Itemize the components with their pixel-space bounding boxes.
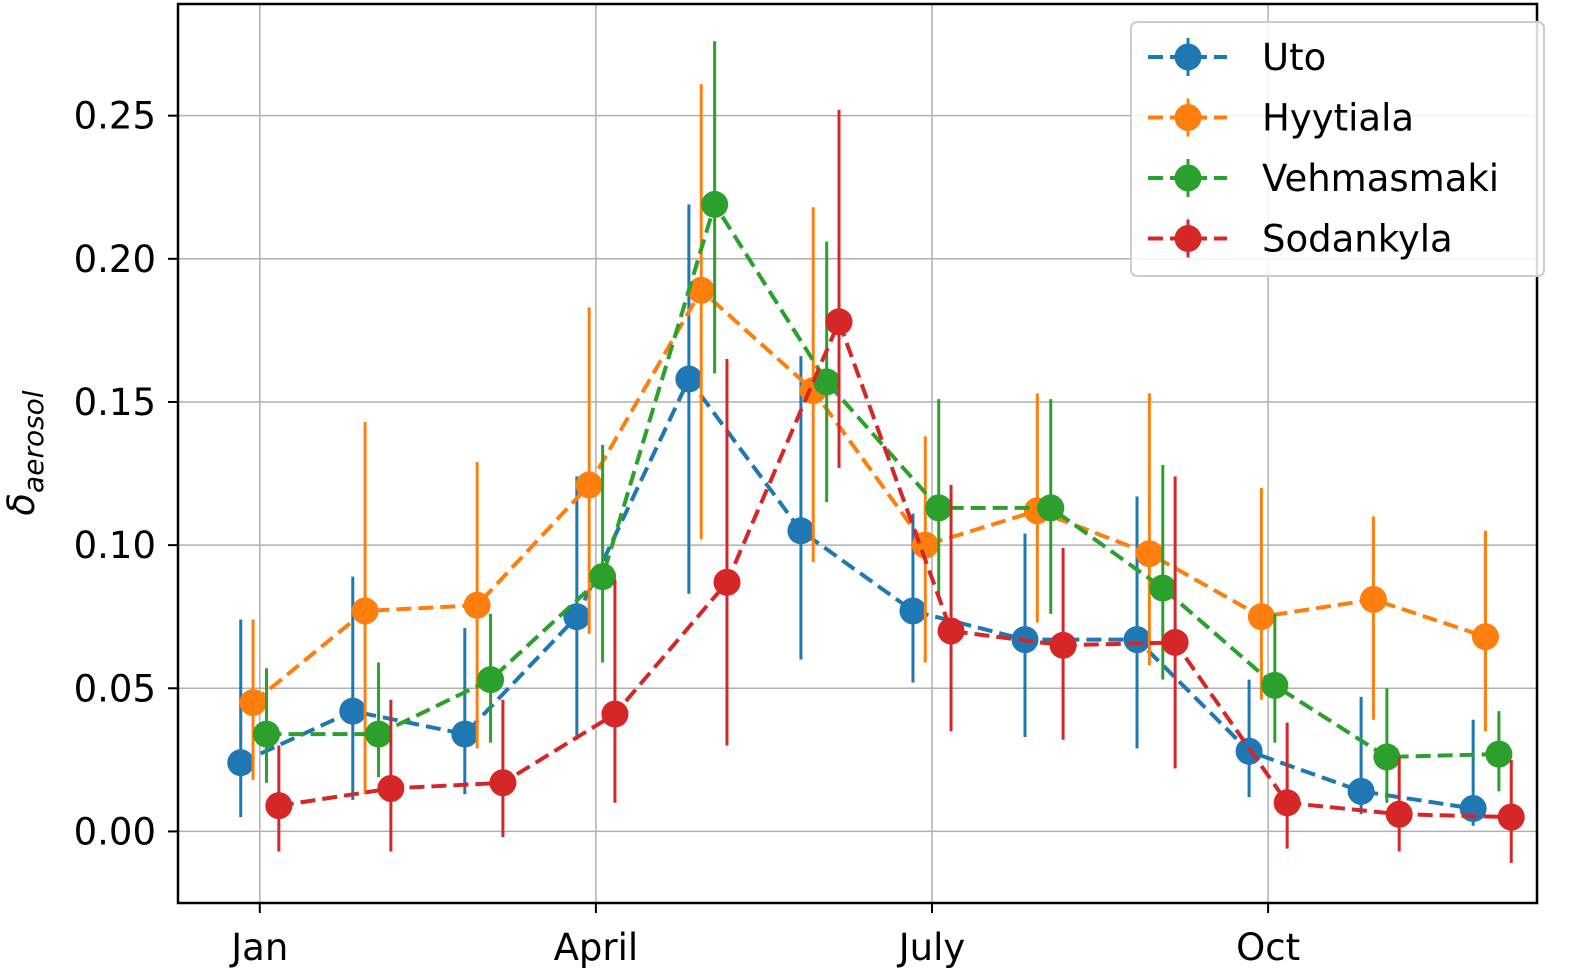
y-axis-label: δaerosol	[0, 390, 50, 515]
data-point-vehmasmaki	[477, 666, 505, 694]
data-point-vehmasmaki	[701, 190, 729, 218]
y-axis-label-subscript: aerosol	[17, 390, 50, 493]
data-point-uto	[787, 517, 815, 545]
data-point-hyytiala	[351, 597, 379, 625]
legend-label-uto: Uto	[1262, 36, 1326, 79]
data-point-vehmasmaki	[1037, 494, 1065, 522]
data-point-hyytiala	[463, 591, 491, 619]
data-point-hyytiala	[1135, 540, 1163, 568]
series-line-vehmasmaki	[266, 199, 1499, 760]
series-layer	[227, 41, 1525, 863]
legend-marker-sodankyla	[1174, 225, 1202, 252]
data-point-vehmasmaki	[365, 720, 393, 748]
x-tick-label: July	[897, 926, 966, 969]
legend-box	[1130, 21, 1545, 277]
data-point-vehmasmaki	[925, 494, 953, 522]
x-tick-label: Oct	[1236, 926, 1300, 969]
data-point-vehmasmaki	[1373, 743, 1401, 771]
data-point-hyytiala	[1471, 623, 1499, 651]
data-point-vehmasmaki	[1261, 671, 1289, 699]
data-point-hyytiala	[687, 276, 715, 304]
legend-marker-uto	[1174, 43, 1202, 71]
y-tick-label: 0.00	[74, 810, 156, 853]
data-point-hyytiala	[1247, 603, 1275, 631]
legend-item-vehmasmaki: Vehmasmaki	[1148, 157, 1499, 200]
data-point-vehmasmaki	[1485, 740, 1513, 768]
data-point-sodankyla	[1273, 789, 1301, 817]
y-tick-label: 0.25	[74, 95, 156, 138]
series-line-uto	[239, 375, 1474, 811]
data-point-vehmasmaki	[813, 368, 841, 396]
data-point-sodankyla	[1497, 803, 1525, 831]
data-point-hyytiala	[575, 471, 603, 499]
legend-label-sodankyla: Sodankyla	[1262, 218, 1453, 261]
y-tick-label: 0.05	[74, 667, 156, 710]
data-point-sodankyla	[377, 774, 405, 802]
legend-label-vehmasmaki: Vehmasmaki	[1262, 157, 1499, 200]
data-point-vehmasmaki	[1149, 574, 1177, 602]
data-point-vehmasmaki	[253, 720, 281, 748]
y-tick-label: 0.10	[74, 524, 156, 567]
data-point-sodankyla	[601, 700, 629, 728]
legend-marker-vehmasmaki	[1174, 164, 1202, 192]
series-sodankyla	[265, 109, 1525, 863]
data-point-sodankyla	[265, 792, 293, 820]
data-point-uto	[339, 697, 367, 725]
data-point-uto	[451, 720, 479, 748]
series-uto	[227, 204, 1487, 826]
data-point-uto	[675, 365, 703, 393]
y-tick-label: 0.15	[74, 381, 156, 424]
data-point-uto	[563, 603, 591, 631]
data-point-hyytiala	[1359, 586, 1387, 614]
series-line-hyytiala	[251, 287, 1487, 705]
legend-marker-hyytiala	[1174, 104, 1202, 131]
data-point-sodankyla	[1385, 800, 1413, 828]
legend-item-sodankyla: Sodankyla	[1148, 218, 1453, 261]
data-point-hyytiala	[239, 689, 267, 717]
legend-label-hyytiala: Hyytiala	[1262, 97, 1414, 140]
x-tick-label: Jan	[229, 926, 288, 969]
x-tick-label: April	[554, 926, 639, 969]
data-point-uto	[1347, 777, 1375, 805]
legend: Uto Hyytiala Vehmasmaki Sodankyla	[1130, 21, 1545, 277]
y-axis-label-main: δ	[0, 493, 43, 516]
data-point-uto	[227, 749, 255, 777]
plot-frame	[176, 2, 1539, 905]
legend-item-uto: Uto	[1148, 36, 1326, 79]
data-point-sodankyla	[825, 308, 853, 336]
data-point-vehmasmaki	[589, 563, 617, 591]
series-line-sodankyla	[278, 316, 1512, 820]
y-tick-label: 0.20	[74, 238, 156, 281]
data-point-sodankyla	[489, 769, 517, 797]
data-point-sodankyla	[1049, 631, 1077, 659]
data-point-uto	[1123, 626, 1151, 654]
data-point-sodankyla	[1161, 628, 1189, 656]
data-point-sodankyla	[937, 617, 965, 645]
data-point-sodankyla	[713, 568, 741, 596]
legend-item-hyytiala: Hyytiala	[1148, 97, 1414, 140]
data-point-uto	[899, 597, 927, 625]
axis-ticks: Jan April July Oct 0.00 0.05 0.10 0.15 0.20 0.25	[74, 95, 1300, 969]
